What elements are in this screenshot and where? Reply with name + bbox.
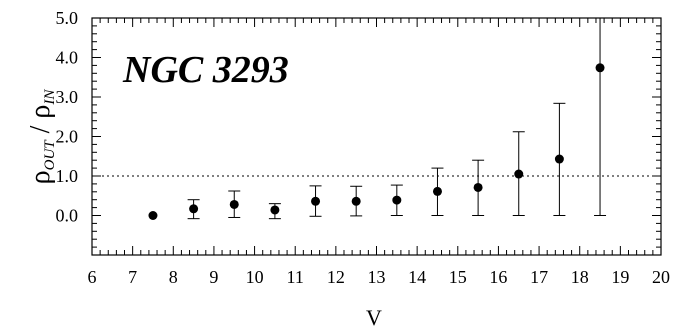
y-tick-label: 3.0 (56, 87, 79, 107)
x-tick-label: 16 (489, 267, 507, 287)
x-tick-label: 8 (169, 267, 178, 287)
x-tick-label: 18 (571, 267, 589, 287)
data-point (189, 204, 199, 214)
axis-ticks (91, 17, 662, 256)
x-tick-label: 17 (530, 267, 548, 287)
x-tick-label: 10 (246, 267, 264, 287)
x-tick-label: 14 (408, 267, 426, 287)
y-tick-label: 2.0 (56, 127, 79, 147)
x-tick-labels: 6 7 8 9 10 11 12 13 14 15 16 17 18 19 20 (88, 267, 671, 287)
data-point (229, 199, 239, 209)
x-tick-label: 12 (327, 267, 345, 287)
data-point (311, 196, 321, 206)
y-tick-label: 1.0 (56, 166, 79, 186)
y-axis-label-slash-rho: / ρ (25, 105, 56, 141)
data-point (351, 196, 361, 206)
y-tick-label: 5.0 (56, 8, 79, 28)
x-tick-label: 7 (128, 267, 137, 287)
y-axis-label-rho: ρ (25, 170, 56, 184)
y-axis-label: ρOUT / ρIN (25, 89, 58, 185)
data-point (595, 63, 605, 73)
x-tick-label: 13 (368, 267, 386, 287)
data-point (473, 182, 483, 192)
x-tick-label: 20 (652, 267, 670, 287)
y-tick-label: 0.0 (56, 206, 79, 226)
x-tick-label: 19 (611, 267, 629, 287)
y-axis-label-sub-in: IN (42, 89, 58, 106)
y-tick-labels: 0.0 1.0 2.0 3.0 4.0 5.0 (56, 8, 79, 226)
x-tick-label: 15 (449, 267, 467, 287)
data-point (392, 195, 402, 205)
data-point (432, 186, 442, 196)
x-tick-label: 11 (287, 267, 304, 287)
data-point (270, 205, 280, 215)
x-tick-label: 6 (88, 267, 97, 287)
y-tick-label: 4.0 (56, 48, 79, 68)
panel-label: NGC 3293 (122, 49, 289, 91)
x-axis-label: V (366, 305, 382, 330)
x-tick-label: 9 (209, 267, 218, 287)
data-point (554, 154, 564, 164)
data-point (514, 169, 524, 179)
data-point (148, 211, 158, 220)
data-points (148, 63, 605, 220)
y-axis-label-sub-out: OUT (42, 139, 58, 171)
